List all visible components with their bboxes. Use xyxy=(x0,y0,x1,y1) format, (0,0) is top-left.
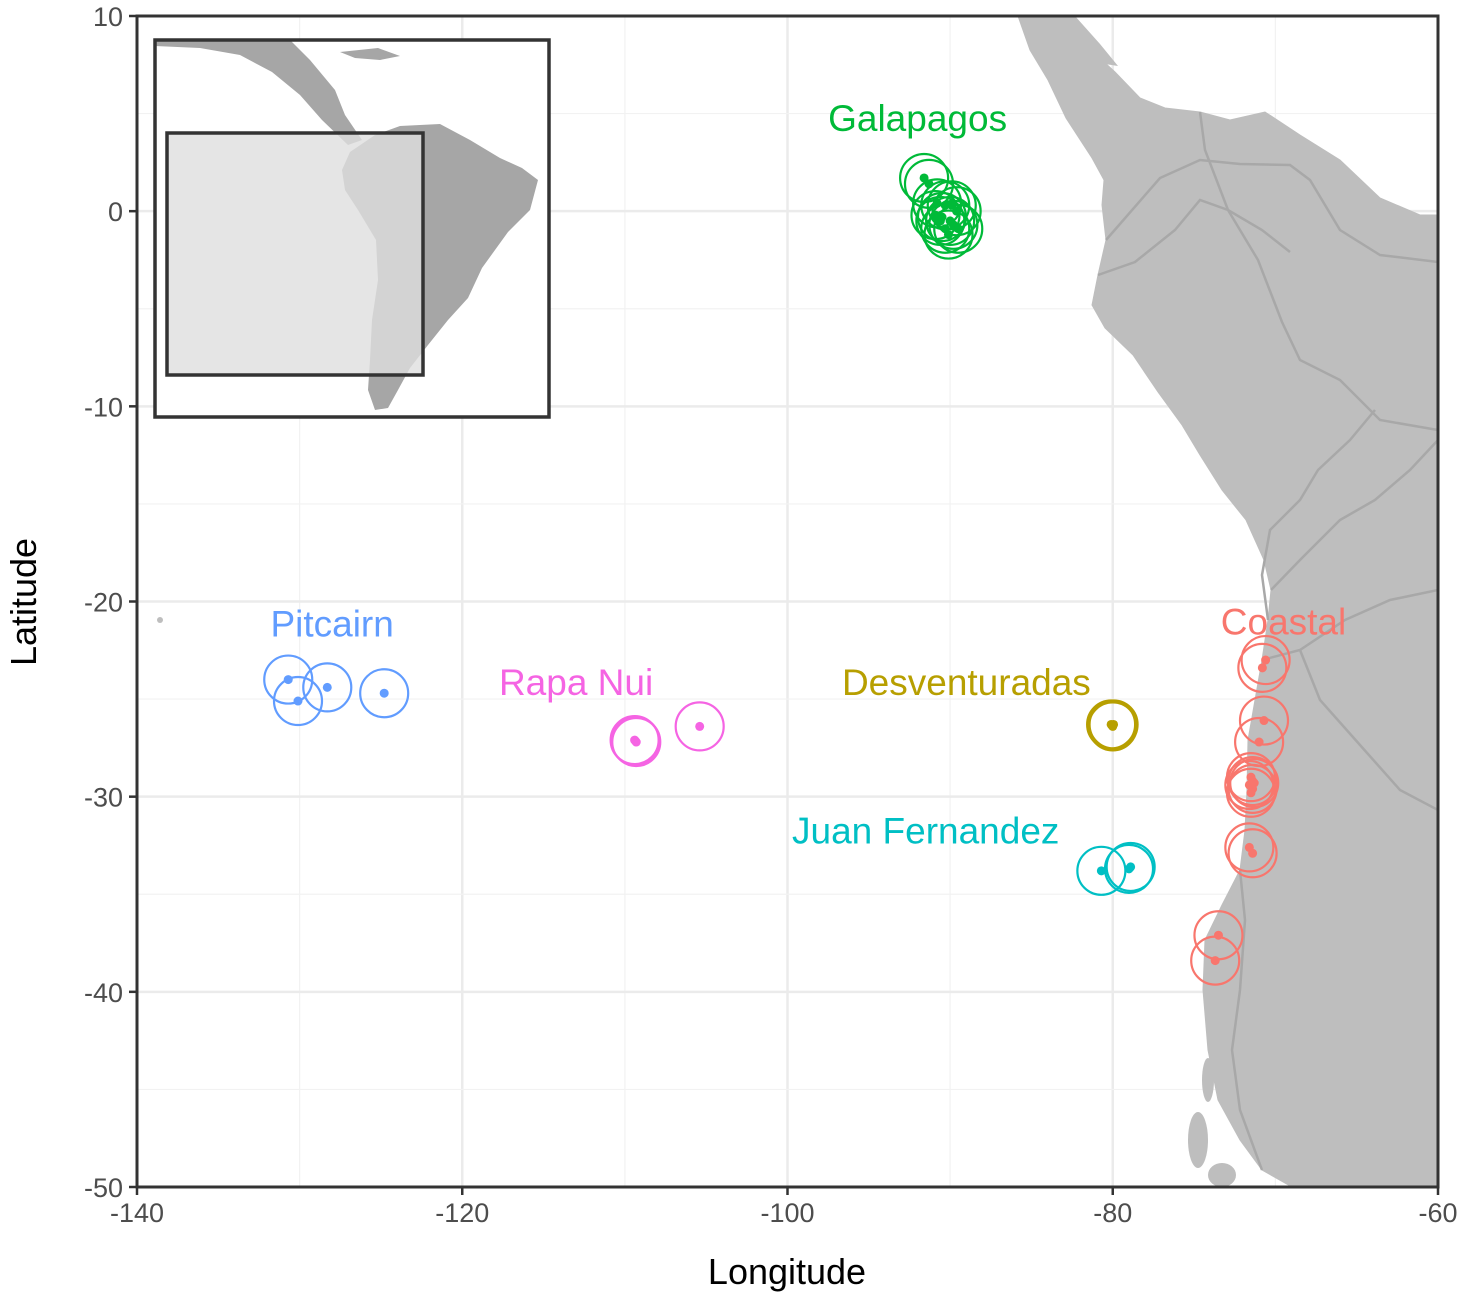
coastal-islands xyxy=(157,617,1236,1187)
sample-points xyxy=(263,152,1291,986)
sample-point xyxy=(1246,788,1256,798)
inset-cuba xyxy=(340,48,400,60)
central-america-land xyxy=(1020,16,1118,66)
inset-frame xyxy=(153,38,551,419)
y-axis: 10 0 -10 -20 -30 -40 -50 xyxy=(84,2,137,1203)
sample-ring xyxy=(359,668,410,719)
sample-ring xyxy=(272,675,324,727)
sample-point xyxy=(1108,721,1118,731)
sample-ring xyxy=(1240,634,1291,686)
sample-point xyxy=(293,696,303,706)
sample-ring xyxy=(1103,843,1155,894)
group-label: Pitcairn xyxy=(270,604,393,645)
group-label: Desventuradas xyxy=(842,662,1091,703)
y-tick-label: 0 xyxy=(108,197,123,227)
sample-point xyxy=(379,688,389,698)
sample-point xyxy=(630,736,640,746)
y-tick-label: -10 xyxy=(84,392,123,422)
sample-ring xyxy=(263,654,314,705)
series-coastal xyxy=(1190,634,1291,986)
sample-ring xyxy=(1227,763,1278,814)
sample-point xyxy=(1248,848,1258,858)
sample-point xyxy=(953,224,963,234)
sample-point xyxy=(695,721,705,731)
sample-ring xyxy=(674,701,725,752)
sample-ring xyxy=(925,195,976,247)
group-labels: Galapagos Pitcairn Rapa Nui Desventuradas Ju… xyxy=(270,98,1346,851)
sample-ring xyxy=(926,180,977,231)
sample-ring xyxy=(1237,642,1288,693)
sample-ring xyxy=(1105,841,1156,893)
x-tick-label: -140 xyxy=(110,1198,164,1228)
y-tick-label: -30 xyxy=(84,783,123,813)
x-axis: -140 -120 -100 -80 -60 xyxy=(110,1187,1458,1228)
series-pitcairn xyxy=(263,654,410,727)
sample-ring xyxy=(610,715,661,767)
y-tick-label: -20 xyxy=(84,588,123,618)
series-rapa-nui xyxy=(609,701,725,768)
group-label: Galapagos xyxy=(828,98,1007,139)
sample-ring xyxy=(933,203,984,254)
series-juan-fernandez xyxy=(1076,841,1156,896)
sample-ring xyxy=(1087,701,1138,752)
sample-point xyxy=(1257,663,1267,673)
sample-ring xyxy=(1190,935,1241,986)
y-tick-label: 10 xyxy=(93,2,123,32)
sample-point xyxy=(1248,776,1258,786)
country-borders xyxy=(1097,111,1438,1171)
sample-ring xyxy=(1227,828,1278,879)
y-axis-title: Latitude xyxy=(3,538,44,666)
sample-point xyxy=(1210,956,1220,966)
sample-ring xyxy=(1225,767,1277,818)
x-tick-label: -100 xyxy=(760,1198,814,1228)
x-axis-title: Longitude xyxy=(708,1251,866,1292)
sample-ring xyxy=(920,203,971,254)
inset-study-area-box xyxy=(165,131,425,377)
inset-map xyxy=(153,38,551,419)
sample-ring xyxy=(1224,822,1275,873)
sample-point xyxy=(1261,655,1271,665)
x-tick-label: -60 xyxy=(1418,1198,1457,1228)
sample-ring xyxy=(1227,755,1278,807)
sample-point xyxy=(1254,737,1264,747)
sample-ring xyxy=(923,209,974,260)
sample-ring xyxy=(302,662,353,713)
group-label: Rapa Nui xyxy=(499,662,653,703)
group-label: Coastal xyxy=(1221,602,1346,643)
sample-ring xyxy=(1238,695,1290,746)
sample-point xyxy=(1096,866,1106,876)
sample-point xyxy=(935,216,945,226)
series-galapagos xyxy=(899,152,984,260)
x-tick-label: -120 xyxy=(435,1198,489,1228)
sample-point xyxy=(322,682,332,692)
group-label: Juan Fernandez xyxy=(792,811,1059,852)
y-tick-label: -40 xyxy=(84,978,123,1008)
y-tick-label: -50 xyxy=(84,1173,123,1203)
series-desventuradas xyxy=(1086,699,1139,752)
sample-point xyxy=(943,230,953,240)
x-tick-label: -80 xyxy=(1093,1198,1132,1228)
sample-point xyxy=(1124,864,1134,874)
inset-central-america xyxy=(155,40,362,145)
